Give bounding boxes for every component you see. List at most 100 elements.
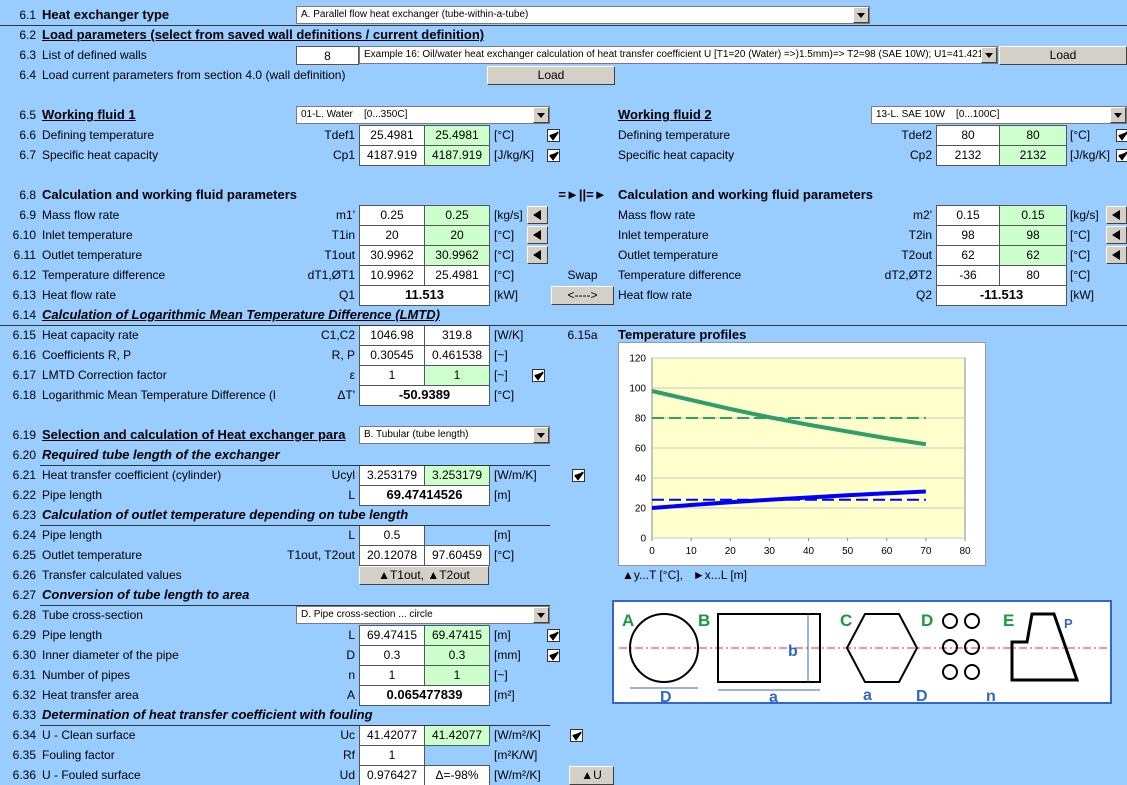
value-cell[interactable]: 4187.919 [359, 145, 425, 166]
value-cell[interactable]: 0.25 [359, 205, 425, 226]
value-cell[interactable]: 0.30545 [359, 345, 425, 366]
checkbox[interactable] [572, 469, 585, 482]
checkbox[interactable] [547, 149, 560, 162]
row-label: Tube cross-section [42, 608, 143, 622]
x-tick-label: 80 [959, 546, 971, 557]
value-cell[interactable]: 41.42077 [359, 725, 425, 746]
button[interactable]: ▲T1out, ▲T2out [359, 566, 489, 585]
value-cell[interactable]: 98 [936, 225, 1000, 246]
checkbox[interactable] [547, 129, 560, 142]
value-cell[interactable]: 20.12078 [359, 545, 425, 566]
mid-label: Swap [567, 268, 598, 282]
dropdown[interactable]: Example 16: Oil/water heat exchanger cal… [359, 46, 998, 64]
arrow-button[interactable] [1106, 206, 1127, 224]
checkbox[interactable] [1116, 149, 1127, 162]
checkbox[interactable] [1116, 129, 1127, 142]
button[interactable]: Load [999, 46, 1127, 65]
value-cell[interactable]: 1 [424, 365, 490, 386]
value-cell[interactable]: 25.4981 [359, 125, 425, 146]
row-label: Inlet temperature [42, 228, 133, 242]
value-cell[interactable]: 10.9962 [359, 265, 425, 286]
value-cell[interactable]: 98 [999, 225, 1067, 246]
value-cell[interactable]: 80 [999, 125, 1067, 146]
value-cell[interactable]: 69.47415 [359, 625, 425, 646]
button[interactable]: <----> [551, 286, 614, 305]
value-cell[interactable]: 0.5 [359, 525, 425, 546]
y-tick-label: 0 [640, 534, 646, 545]
checkbox[interactable] [547, 649, 560, 662]
arrow-button-glyph [533, 210, 541, 220]
value-cell[interactable]: 1 [359, 365, 425, 386]
value-cell[interactable]: 0.3 [424, 645, 490, 666]
dropdown-arrow [537, 113, 545, 118]
value-cell[interactable]: 2132 [936, 145, 1000, 166]
dropdown[interactable]: 01-L. Water [0...350C] [296, 106, 550, 124]
value-cell[interactable]: 1 [359, 745, 425, 766]
value-cell[interactable]: 1 [424, 665, 490, 686]
value-cell[interactable]: 3.253179 [359, 465, 425, 486]
arrow-button[interactable] [527, 226, 548, 244]
checkbox[interactable] [547, 629, 560, 642]
arrow-button-glyph [1112, 230, 1120, 240]
row-label: Transfer calculated values [42, 568, 182, 582]
dropdown-arrow-glyph [985, 53, 993, 58]
value-cell[interactable]: 80 [936, 125, 1000, 146]
y-tick-label: 100 [629, 384, 646, 395]
value-cell[interactable]: 1 [359, 665, 425, 686]
row-number: 6.23 [12, 508, 36, 522]
dropdown[interactable]: D. Pipe cross-section ... circle [296, 606, 550, 624]
row-label: Pipe length [42, 528, 103, 542]
value-cell[interactable]: 4187.919 [424, 145, 490, 166]
row-label: Specific heat capacity [42, 148, 159, 162]
dropdown-button[interactable] [533, 107, 549, 123]
unit: [°C] [1070, 228, 1091, 242]
arrow-button[interactable] [1106, 246, 1127, 264]
symbol: Ud [339, 768, 355, 782]
value-cell[interactable]: 0.3 [359, 645, 425, 666]
row-label: Working fluid 1 [42, 107, 136, 122]
checkbox[interactable] [532, 369, 545, 382]
row-label: Heat exchanger type [42, 7, 170, 22]
dropdown[interactable]: B. Tubular (tube length) [359, 426, 550, 444]
value-cell[interactable]: 30.9962 [424, 245, 490, 266]
value-cell[interactable]: 0.976427 [359, 765, 425, 785]
dropdown-button[interactable] [981, 47, 997, 63]
row-label: Temperature profiles [618, 327, 747, 342]
value-cell[interactable]: 20 [424, 225, 490, 246]
value-cell[interactable]: 62 [936, 245, 1000, 266]
value-cell[interactable]: 25.4981 [424, 125, 490, 146]
arrow-button[interactable] [527, 246, 548, 264]
y-tick-label: 80 [635, 414, 647, 425]
value-cell[interactable]: 1046.98 [359, 325, 425, 346]
value-cell[interactable]: 20 [359, 225, 425, 246]
dimension-label: D [916, 688, 928, 704]
dropdown[interactable]: A. Parallel flow heat exchanger (tube-wi… [296, 6, 870, 24]
dropdown-button[interactable] [533, 607, 549, 623]
input-cell[interactable]: 8 [296, 46, 359, 65]
value-cell[interactable]: 3.253179 [424, 465, 490, 486]
button[interactable]: Load [487, 66, 615, 85]
value-cell[interactable]: 0.15 [999, 205, 1067, 226]
value-cell[interactable]: 69.47415 [424, 625, 490, 646]
dropdown-button[interactable] [533, 427, 549, 443]
dropdown-button[interactable] [1110, 107, 1126, 123]
dropdown-arrow-glyph [537, 433, 545, 438]
value-cell[interactable]: 0.15 [936, 205, 1000, 226]
arrow-button[interactable] [1106, 226, 1127, 244]
y-tick-label: 60 [635, 444, 647, 455]
value-cell: Δ=-98% [424, 765, 490, 785]
separator [40, 465, 550, 466]
value-cell[interactable]: 62 [999, 245, 1067, 266]
value-cell[interactable]: 0.25 [424, 205, 490, 226]
value-cell[interactable]: 41.42077 [424, 725, 490, 746]
value-cell[interactable]: -36 [936, 265, 1000, 286]
profile-shape [1010, 612, 1080, 682]
dropdown-arrow-glyph [537, 613, 545, 618]
button[interactable]: ▲U [569, 766, 614, 785]
dropdown[interactable]: 13-L. SAE 10W [0...100C] [871, 106, 1127, 124]
dropdown-button[interactable] [853, 7, 869, 23]
arrow-button[interactable] [527, 206, 548, 224]
value-cell[interactable]: 30.9962 [359, 245, 425, 266]
checkbox[interactable] [570, 729, 583, 742]
value-cell[interactable]: 2132 [999, 145, 1067, 166]
